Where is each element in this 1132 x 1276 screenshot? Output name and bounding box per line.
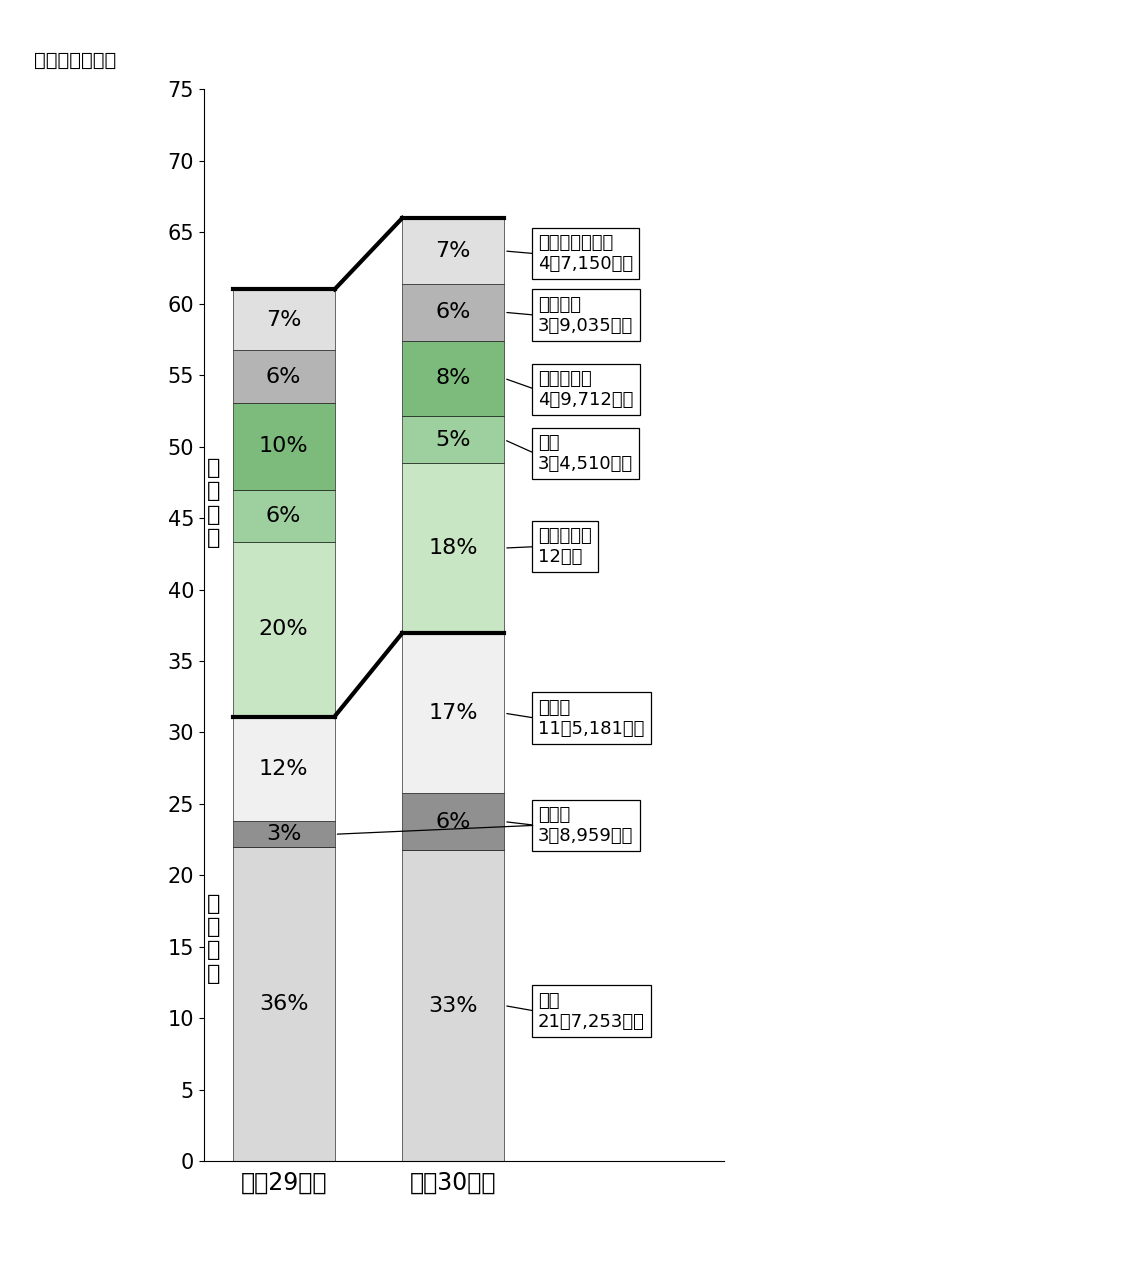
Text: 20%: 20% xyxy=(259,619,309,639)
Text: 6%: 6% xyxy=(436,302,471,323)
Text: 諸収入
3億8,959万円: 諸収入 3億8,959万円 xyxy=(538,806,634,845)
Bar xyxy=(233,403,335,490)
Text: 県支出金
3億9,035万円: 県支出金 3億9,035万円 xyxy=(538,296,633,334)
Text: 依
存
財
源: 依 存 財 源 xyxy=(207,458,221,547)
Text: 36%: 36% xyxy=(259,994,308,1014)
Bar xyxy=(233,542,335,717)
Text: 地方交付税
12億円: 地方交付税 12億円 xyxy=(538,527,592,567)
Text: 自
主
財
源: 自 主 財 源 xyxy=(207,894,221,984)
Text: 6%: 6% xyxy=(266,366,301,387)
Bar xyxy=(233,822,335,847)
Text: 10%: 10% xyxy=(259,436,309,457)
Bar xyxy=(402,285,504,341)
Bar xyxy=(402,850,504,1161)
Text: 33%: 33% xyxy=(429,995,478,1016)
Text: 18%: 18% xyxy=(429,538,478,558)
Bar xyxy=(402,794,504,850)
Bar xyxy=(402,633,504,794)
Text: その他
11億5,181万円: その他 11億5,181万円 xyxy=(538,699,644,738)
Text: 6%: 6% xyxy=(266,507,301,526)
Text: 7%: 7% xyxy=(436,241,471,262)
Bar xyxy=(233,717,335,822)
Text: （単位：億円）: （単位：億円） xyxy=(34,51,117,70)
Text: 5%: 5% xyxy=(436,430,471,449)
Text: 町税
21億7,253万円: 町税 21億7,253万円 xyxy=(538,991,645,1031)
Bar xyxy=(402,341,504,416)
Text: 町債
3億4,510万円: 町債 3億4,510万円 xyxy=(538,434,633,473)
Text: 6%: 6% xyxy=(436,812,471,832)
Text: 12%: 12% xyxy=(259,759,308,778)
Text: 3%: 3% xyxy=(266,824,301,845)
Bar xyxy=(233,490,335,542)
Text: 17%: 17% xyxy=(429,703,478,723)
Text: 7%: 7% xyxy=(266,310,301,330)
Text: 8%: 8% xyxy=(436,369,471,388)
Bar xyxy=(402,218,504,285)
Bar xyxy=(233,351,335,403)
Text: 国庫支出金
4億9,712万円: 国庫支出金 4億9,712万円 xyxy=(538,370,634,408)
Bar xyxy=(233,847,335,1161)
Bar xyxy=(402,416,504,463)
Bar xyxy=(402,463,504,633)
Text: 譲与税・交付金
4億7,150万円: 譲与税・交付金 4億7,150万円 xyxy=(538,235,633,273)
Bar xyxy=(233,290,335,351)
